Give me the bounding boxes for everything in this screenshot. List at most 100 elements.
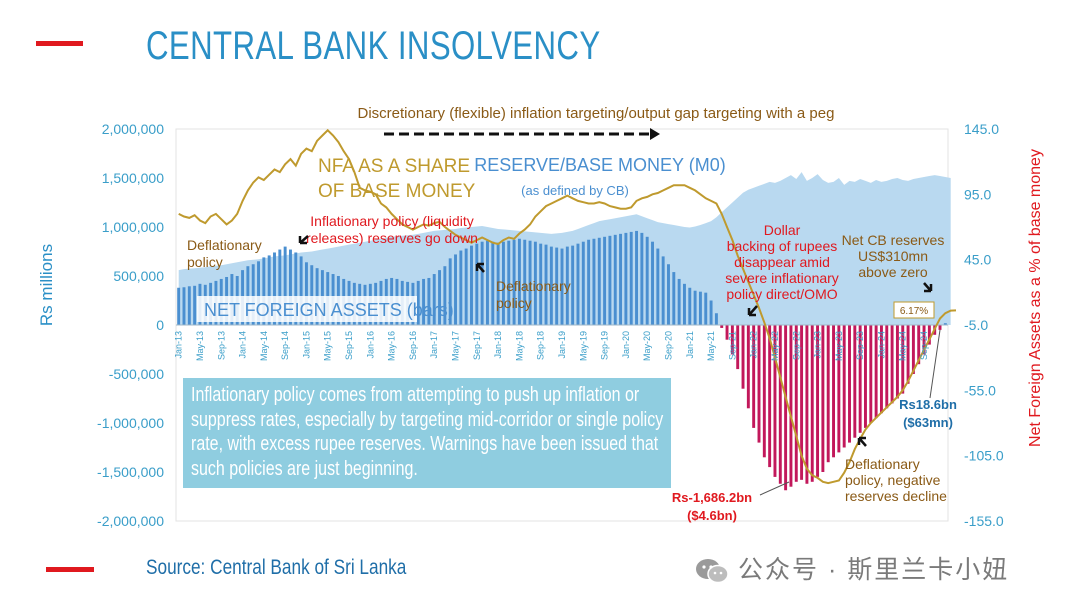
y2-tick-label: 145.0 bbox=[964, 121, 999, 137]
nfa-bar bbox=[704, 292, 708, 325]
reserve-label-1: RESERVE/BASE MONEY (M0) bbox=[474, 155, 725, 175]
nfa-bar bbox=[501, 241, 505, 325]
nfa-bar bbox=[251, 264, 255, 325]
deflationary-a-label-2: policy bbox=[187, 254, 223, 270]
y2-tick-label: -155.0 bbox=[964, 513, 1004, 529]
nfa-bar bbox=[773, 325, 777, 477]
nfa-bar bbox=[581, 241, 585, 325]
y-tick-label: -500,000 bbox=[109, 366, 164, 382]
page-title: CENTRAL BANK INSOLVENCY bbox=[146, 24, 601, 68]
x-tick-label: Sep-17 bbox=[472, 331, 482, 360]
nfa-bar bbox=[432, 274, 436, 325]
watermark: 公众号 · 斯里兰卡小妞 bbox=[694, 550, 1009, 586]
info-box-text: Inflationary policy comes from attemptin… bbox=[191, 384, 664, 480]
x-tick-label: May-15 bbox=[323, 331, 333, 361]
nfa-bar bbox=[613, 234, 617, 325]
nfa-bar bbox=[592, 238, 596, 325]
nfa-share-label-2: OF BASE MONEY bbox=[318, 181, 476, 202]
x-tick-label: Jan-18 bbox=[493, 331, 503, 359]
nfa-bar bbox=[587, 239, 591, 325]
x-tick-label: May-24 bbox=[898, 331, 908, 361]
nfa-bar bbox=[267, 255, 271, 325]
nfa-bar bbox=[304, 262, 308, 325]
nfa-bar bbox=[821, 325, 825, 472]
nfa-bar bbox=[645, 236, 649, 325]
nfa-bar bbox=[826, 325, 830, 463]
nfa-bar bbox=[640, 232, 644, 325]
nfa-bar bbox=[571, 245, 575, 325]
nfa-bar bbox=[480, 241, 484, 325]
nfa-bar bbox=[528, 240, 532, 325]
y-tick-label: 0 bbox=[156, 317, 164, 333]
nfa-bar bbox=[278, 249, 282, 325]
nfa-bar bbox=[789, 325, 793, 487]
nfa-bar bbox=[496, 242, 500, 325]
nfa-bar bbox=[720, 325, 724, 328]
nfa-bar bbox=[289, 249, 292, 325]
deflationary-a-label-1: Deflationary bbox=[187, 237, 262, 253]
x-tick-label: May-20 bbox=[642, 331, 652, 361]
nfa-bar bbox=[885, 325, 889, 409]
nfa-bar bbox=[555, 247, 559, 325]
nfa-bar bbox=[629, 231, 633, 325]
wechat-icon bbox=[696, 559, 729, 584]
nfa-bar bbox=[310, 265, 314, 325]
y2-axis-label: Net Foreign Assets as a % of base money bbox=[1027, 149, 1044, 447]
x-tick-label: May-22 bbox=[770, 331, 780, 361]
y2-tick-label: -55.0 bbox=[964, 382, 996, 398]
nfa-bar bbox=[475, 243, 479, 325]
nfa-bar bbox=[597, 237, 601, 325]
nfa-bar bbox=[784, 325, 788, 491]
nfa-bar bbox=[911, 325, 915, 374]
pct-callout-label: 6.17% bbox=[900, 306, 928, 317]
nfa-bar bbox=[624, 232, 628, 325]
nfa-bar bbox=[187, 286, 191, 325]
dollar-label-1: Dollar bbox=[764, 222, 801, 238]
y-axis-right: 145.0 95.0 45.0 -5.0 -55.0 -105.0 -155.0 bbox=[964, 121, 1004, 529]
nfa-bar bbox=[848, 325, 851, 443]
nfa-bars-label: NET FOREIGN ASSETS (bars) bbox=[204, 300, 454, 320]
y2-tick-label: -5.0 bbox=[964, 317, 988, 333]
x-tick-label: Jan-19 bbox=[557, 331, 567, 359]
y2-tick-label: -105.0 bbox=[964, 448, 1004, 464]
info-box: Inflationary policy comes from attemptin… bbox=[183, 378, 671, 488]
nfa-bar bbox=[927, 325, 931, 345]
nfa-bar bbox=[917, 325, 921, 365]
x-tick-label: May-21 bbox=[706, 331, 716, 361]
x-tick-label: May-14 bbox=[259, 331, 269, 361]
nfa-bar bbox=[560, 248, 564, 325]
nfa-bar bbox=[459, 250, 463, 325]
nfa-bar bbox=[454, 254, 457, 325]
y-tick-label: 1,500,000 bbox=[102, 170, 164, 186]
nfa-bar bbox=[283, 246, 287, 325]
nfa-bar bbox=[523, 239, 527, 325]
nfa-bar bbox=[837, 325, 841, 453]
nfa-bar bbox=[794, 325, 798, 482]
x-axis: Jan-13 May-13 Sep-13 Jan-14 May-14 Sep-14 Jan-… bbox=[174, 331, 929, 361]
nfa-bar bbox=[869, 325, 873, 423]
x-tick-label: Sep-16 bbox=[408, 331, 418, 360]
policy-arrow-head bbox=[650, 128, 660, 140]
nfa-bar bbox=[422, 278, 426, 325]
nfa-share-label-1: NFA AS A SHARE bbox=[318, 156, 470, 177]
rs186-label-1: Rs18.6bn bbox=[899, 397, 957, 412]
nfa-bar bbox=[651, 241, 654, 325]
nfa-bar bbox=[858, 325, 862, 433]
defl-neg-label-1: Deflationary bbox=[845, 456, 920, 472]
y-tick-label: 500,000 bbox=[113, 268, 164, 284]
nfa-bar bbox=[688, 287, 692, 325]
nfa-bar bbox=[842, 325, 846, 448]
source-note: Source: Central Bank of Sri Lanka bbox=[146, 556, 407, 579]
x-tick-label: Sep-22 bbox=[791, 331, 801, 360]
x-tick-label: Jan-23 bbox=[813, 331, 823, 359]
y-tick-label: 1,000,000 bbox=[102, 219, 164, 235]
nfa-bar bbox=[693, 290, 697, 325]
deflationary-b-label-1: Deflationary bbox=[496, 278, 571, 294]
nfa-bar bbox=[257, 261, 260, 325]
reserve-label-2: (as defined by CB) bbox=[521, 183, 629, 198]
defl-neg-label-2: policy, negative bbox=[845, 472, 941, 488]
nfa-bar bbox=[864, 325, 867, 428]
watermark-text: 公众号 · 斯里兰卡小妞 bbox=[738, 556, 1010, 584]
nfa-bar bbox=[193, 285, 197, 325]
